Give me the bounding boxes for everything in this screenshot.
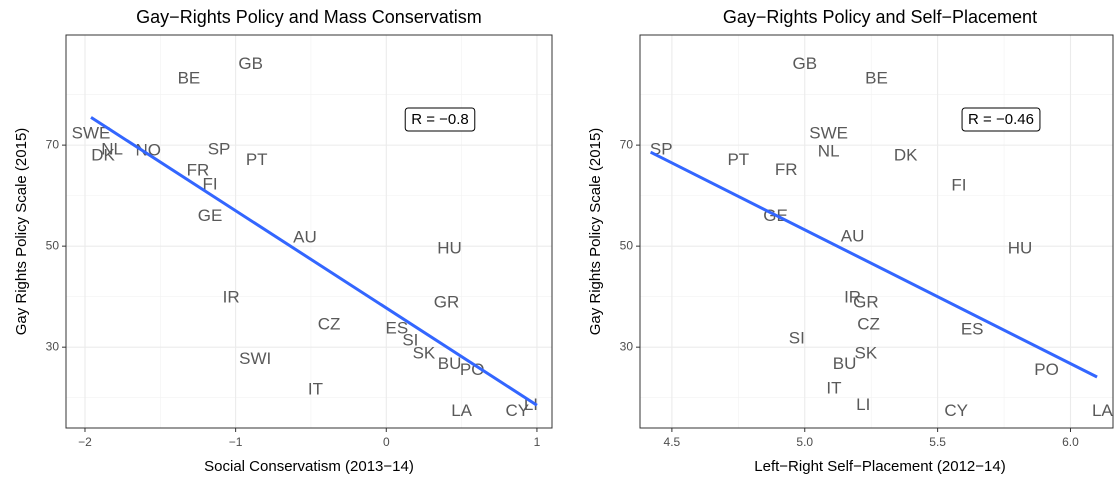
point-label: GR bbox=[434, 293, 460, 312]
point-label: GB bbox=[238, 54, 263, 73]
point-label: ES bbox=[961, 319, 984, 338]
point-label: SP bbox=[650, 140, 673, 159]
x-tick-label: 0 bbox=[383, 435, 390, 449]
point-label: ES bbox=[385, 318, 408, 337]
chart-title: Gay−Rights Policy and Mass Conservatism bbox=[136, 7, 482, 27]
x-tick-label: 4.5 bbox=[664, 435, 681, 449]
annotation-box bbox=[961, 107, 1041, 132]
trend-line bbox=[90, 116, 538, 407]
annotation-box bbox=[404, 107, 476, 132]
point-label: DK bbox=[894, 146, 918, 165]
point-label: SWE bbox=[72, 123, 111, 142]
y-tick-label: 70 bbox=[620, 137, 634, 151]
x-tick-label: −1 bbox=[229, 435, 243, 449]
annotation: R = −0.8 bbox=[411, 111, 469, 128]
point-label: FR bbox=[775, 160, 798, 179]
point-label: HU bbox=[1008, 239, 1033, 258]
point-label: IT bbox=[308, 380, 323, 399]
point-label: IT bbox=[826, 379, 841, 398]
x-tick-label: 6.0 bbox=[1062, 435, 1079, 449]
point-label: PO bbox=[460, 360, 485, 379]
point-label: FI bbox=[951, 176, 966, 195]
y-tick-label: 50 bbox=[46, 238, 60, 252]
y-tick-label: 30 bbox=[620, 339, 634, 353]
trend-line bbox=[649, 150, 1098, 379]
point-label: LI bbox=[856, 395, 870, 414]
point-label: PO bbox=[1034, 360, 1059, 379]
point-label: IR bbox=[223, 288, 240, 307]
point-label: SI bbox=[789, 329, 805, 348]
point-label: CY bbox=[944, 401, 968, 420]
point-label: NL bbox=[818, 142, 840, 161]
chart-title: Gay−Rights Policy and Self−Placement bbox=[723, 7, 1037, 27]
x-axis-label: Social Conservatism (2013−14) bbox=[204, 458, 414, 475]
x-tick-label: 5.5 bbox=[929, 435, 946, 449]
point-label: HU bbox=[437, 239, 462, 258]
point-label: SK bbox=[413, 344, 436, 363]
x-axis-label: Left−Right Self−Placement (2012−14) bbox=[754, 458, 1005, 475]
point-label: SWE bbox=[809, 123, 848, 142]
point-label: SI bbox=[402, 331, 418, 350]
point-label: BU bbox=[833, 354, 857, 373]
point-label: LA bbox=[1092, 401, 1113, 420]
point-label: GB bbox=[792, 54, 817, 73]
point-label: SP bbox=[208, 140, 231, 159]
point-label: BU bbox=[438, 354, 462, 373]
point-label: AU bbox=[293, 228, 317, 247]
annotation: R = −0.46 bbox=[968, 111, 1034, 128]
y-axis-label: Gay Rights Policy Scale (2015) bbox=[13, 128, 30, 336]
point-label: PT bbox=[246, 150, 268, 169]
point-label: CY bbox=[506, 401, 530, 420]
point-label: BE bbox=[865, 68, 888, 87]
point-label: BE bbox=[178, 68, 201, 87]
point-label: NO bbox=[136, 141, 162, 160]
panel-border bbox=[639, 34, 1114, 429]
point-label: CZ bbox=[857, 314, 880, 333]
point-label: AU bbox=[841, 227, 865, 246]
point-label: FR bbox=[187, 160, 210, 179]
x-tick-label: 5.0 bbox=[796, 435, 813, 449]
point-label: NL bbox=[101, 140, 123, 159]
y-axis-label: Gay Rights Policy Scale (2015) bbox=[587, 128, 604, 336]
point-label: GR bbox=[853, 293, 879, 312]
y-tick-label: 50 bbox=[620, 238, 634, 252]
y-tick-label: 30 bbox=[46, 339, 60, 353]
point-label: DK bbox=[91, 146, 115, 165]
point-label: SWI bbox=[239, 349, 271, 368]
point-label: GE bbox=[198, 206, 223, 225]
point-label: IR bbox=[844, 288, 861, 307]
point-label: PT bbox=[727, 150, 749, 169]
point-label: FI bbox=[202, 175, 217, 194]
y-tick-label: 70 bbox=[46, 137, 60, 151]
point-label: SK bbox=[855, 344, 878, 363]
x-tick-label: −2 bbox=[78, 435, 92, 449]
panel-border bbox=[65, 34, 553, 429]
x-tick-label: 1 bbox=[534, 435, 541, 449]
point-label: CZ bbox=[318, 314, 341, 333]
point-label: LA bbox=[451, 401, 472, 420]
